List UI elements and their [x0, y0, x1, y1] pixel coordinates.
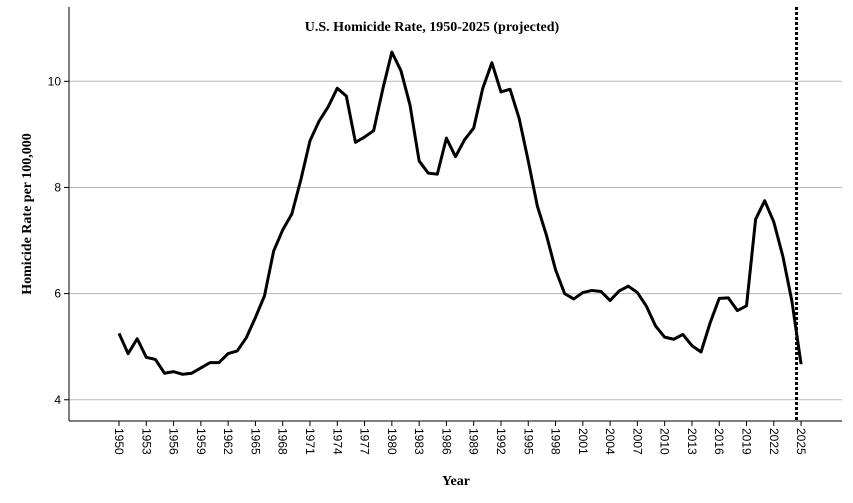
x-tick-label: 1950: [112, 428, 126, 455]
x-tick-label: 1980: [385, 428, 399, 455]
x-tick-label: 1965: [248, 428, 262, 455]
x-tick-label: 1983: [412, 428, 426, 455]
x-tick-label: 2001: [576, 428, 590, 455]
y-tick-label: 4: [54, 393, 61, 407]
x-tick-label: 1959: [194, 428, 208, 455]
x-tick-label: 1992: [494, 428, 508, 455]
x-tick-label: 2016: [712, 428, 726, 455]
x-tick-label: 2010: [658, 428, 672, 455]
y-axis-label: Homicide Rate per 100,000: [20, 133, 35, 295]
x-tick-label: 1977: [358, 428, 372, 455]
x-tick-label: 1986: [439, 428, 453, 455]
x-axis-ticks: 1950 1953 1956 1959 1962 1965 1968 1971 1974 1977…: [112, 421, 808, 455]
y-tick-label: 10: [48, 74, 62, 88]
x-tick-label: 2004: [603, 428, 617, 455]
series-line: [117, 50, 803, 376]
chart-title: U.S. Homicide Rate, 1950-2025 (projected…: [305, 20, 560, 35]
x-tick-label: 1974: [330, 428, 344, 455]
x-tick-label: 2019: [740, 428, 754, 455]
x-tick-label: 2013: [685, 428, 699, 455]
x-tick-label: 2022: [767, 428, 781, 455]
x-tick-label: 1998: [549, 428, 563, 455]
x-tick-label: 1995: [521, 428, 535, 455]
x-tick-label: 1968: [276, 428, 290, 455]
x-tick-label: 1953: [139, 428, 153, 455]
x-tick-label: 2007: [630, 428, 644, 455]
x-tick-label: 1989: [467, 428, 481, 455]
y-gridlines: [69, 80, 842, 401]
y-tick-label: 6: [54, 287, 61, 301]
x-tick-label: 1962: [221, 428, 235, 455]
y-axis-ticks: 4 6 8 10: [48, 74, 69, 407]
y-tick-label: 8: [54, 180, 61, 194]
x-tick-label: 2025: [794, 428, 808, 455]
x-axis-label: Year: [442, 474, 470, 489]
x-tick-label: 1971: [303, 428, 317, 455]
x-tick-label: 1956: [167, 428, 181, 455]
